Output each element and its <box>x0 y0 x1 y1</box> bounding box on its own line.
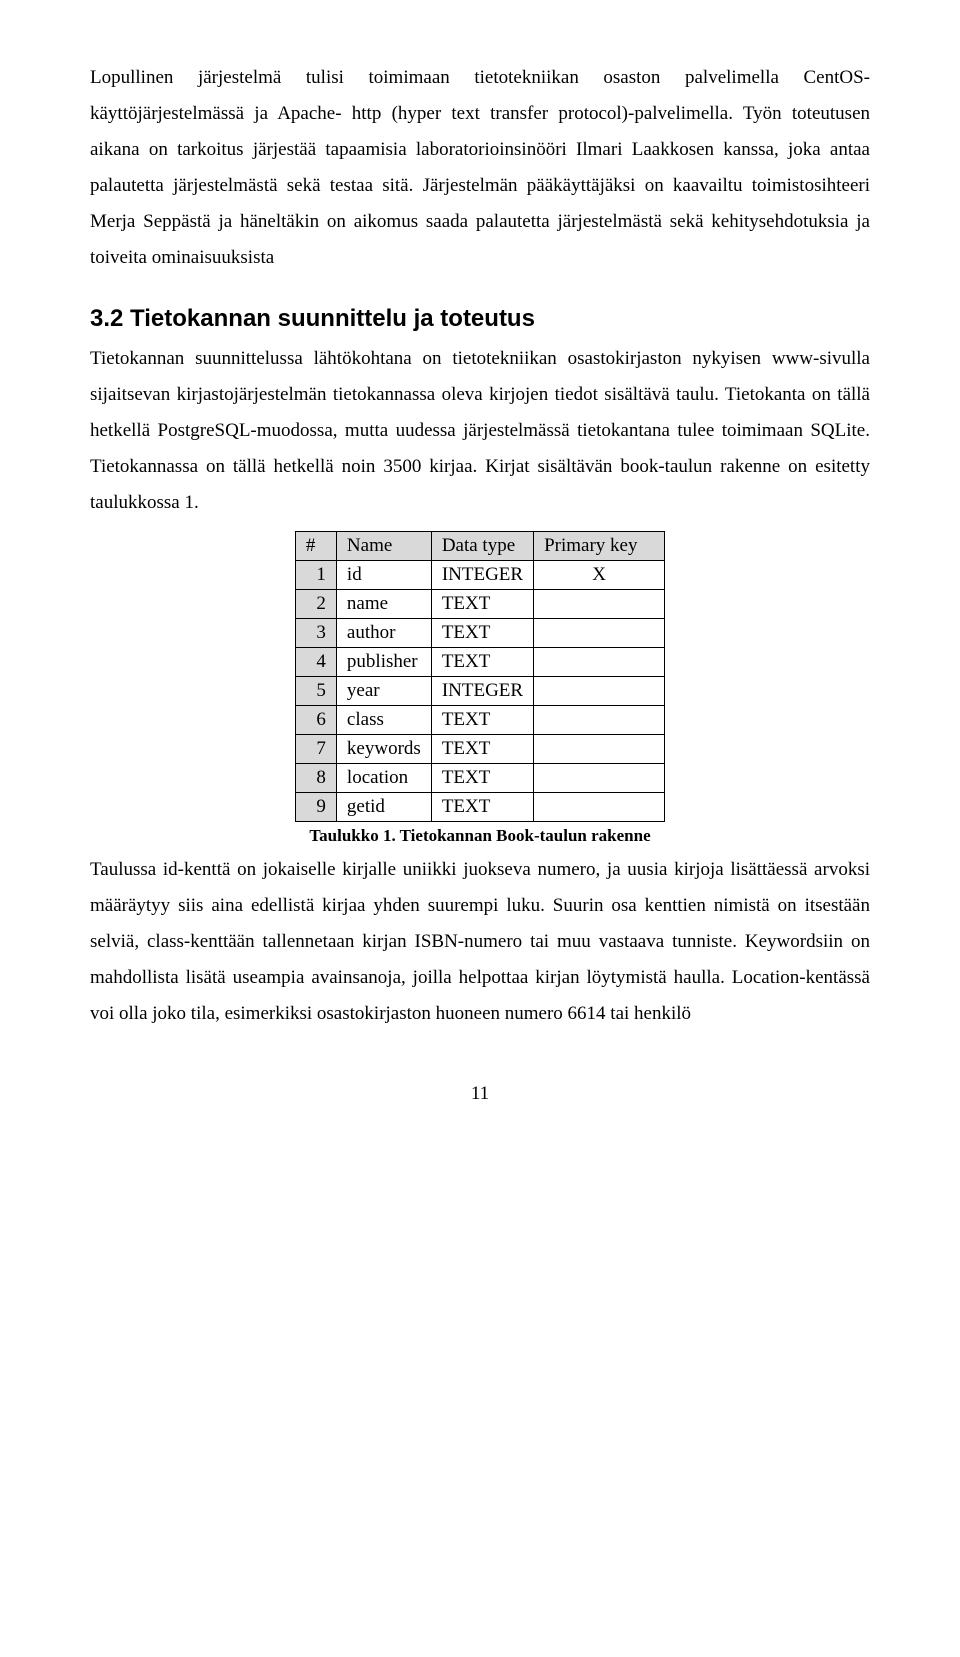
cell-pk <box>534 677 665 706</box>
cell-pk <box>534 793 665 822</box>
cell-pk <box>534 706 665 735</box>
paragraph-table-explain: Taulussa id-kenttä on jokaiselle kirjall… <box>90 852 870 1032</box>
cell-num: 3 <box>295 619 336 648</box>
col-type: Data type <box>431 532 533 561</box>
paragraph-db-design: Tietokannan suunnittelussa lähtökohtana … <box>90 341 870 521</box>
cell-name: name <box>336 590 431 619</box>
cell-num: 8 <box>295 764 336 793</box>
cell-num: 5 <box>295 677 336 706</box>
cell-name: keywords <box>336 735 431 764</box>
table-caption: Taulukko 1. Tietokannan Book-taulun rake… <box>90 826 870 846</box>
cell-pk <box>534 590 665 619</box>
table-row: 1 id INTEGER X <box>295 561 664 590</box>
cell-name: id <box>336 561 431 590</box>
cell-pk: X <box>534 561 665 590</box>
cell-num: 1 <box>295 561 336 590</box>
cell-pk <box>534 648 665 677</box>
cell-name: class <box>336 706 431 735</box>
cell-type: TEXT <box>431 619 533 648</box>
table-row: 5 year INTEGER <box>295 677 664 706</box>
cell-type: INTEGER <box>431 561 533 590</box>
cell-num: 7 <box>295 735 336 764</box>
section-heading: 3.2 Tietokannan suunnittelu ja toteutus <box>90 305 870 333</box>
table-row: 7 keywords TEXT <box>295 735 664 764</box>
cell-type: TEXT <box>431 590 533 619</box>
cell-name: publisher <box>336 648 431 677</box>
cell-name: author <box>336 619 431 648</box>
cell-type: TEXT <box>431 706 533 735</box>
cell-type: TEXT <box>431 793 533 822</box>
table-header-row: # Name Data type Primary key <box>295 532 664 561</box>
table-row: 9 getid TEXT <box>295 793 664 822</box>
cell-pk <box>534 764 665 793</box>
cell-type: TEXT <box>431 735 533 764</box>
table-row: 3 author TEXT <box>295 619 664 648</box>
col-pk: Primary key <box>534 532 665 561</box>
cell-type: INTEGER <box>431 677 533 706</box>
cell-name: location <box>336 764 431 793</box>
table-row: 4 publisher TEXT <box>295 648 664 677</box>
cell-num: 4 <box>295 648 336 677</box>
paragraph-intro: Lopullinen järjestelmä tulisi toimimaan … <box>90 60 870 277</box>
col-num: # <box>295 532 336 561</box>
page-number: 11 <box>90 1083 870 1105</box>
table-row: 6 class TEXT <box>295 706 664 735</box>
col-name: Name <box>336 532 431 561</box>
cell-name: year <box>336 677 431 706</box>
cell-type: TEXT <box>431 764 533 793</box>
cell-num: 6 <box>295 706 336 735</box>
cell-pk <box>534 619 665 648</box>
book-table-schema: # Name Data type Primary key 1 id INTEGE… <box>295 531 665 822</box>
cell-pk <box>534 735 665 764</box>
cell-num: 9 <box>295 793 336 822</box>
cell-type: TEXT <box>431 648 533 677</box>
cell-name: getid <box>336 793 431 822</box>
table-row: 8 location TEXT <box>295 764 664 793</box>
cell-num: 2 <box>295 590 336 619</box>
table-row: 2 name TEXT <box>295 590 664 619</box>
